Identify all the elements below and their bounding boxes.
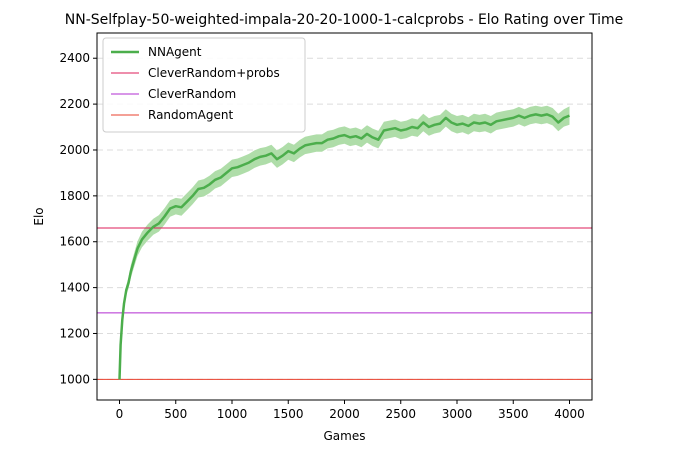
legend-label: CleverRandom xyxy=(148,87,236,101)
y-tick-label: 1600 xyxy=(59,235,90,249)
y-tick-label: 1400 xyxy=(59,281,90,295)
y-tick-label: 2400 xyxy=(59,51,90,65)
x-tick-label: 3500 xyxy=(498,407,529,421)
x-tick-label: 4000 xyxy=(554,407,585,421)
y-axis-label: Elo xyxy=(32,207,46,225)
y-tick-label: 1200 xyxy=(59,326,90,340)
x-tick-label: 3000 xyxy=(442,407,473,421)
x-tick-label: 2000 xyxy=(329,407,360,421)
y-axis-ticks: 1000 1200 1400 1600 1800 2000 2200 2400 xyxy=(59,51,97,386)
x-tick-label: 2500 xyxy=(385,407,416,421)
legend: NNAgent CleverRandom+probs CleverRandom Ran… xyxy=(102,37,306,133)
nnagent-line-group xyxy=(118,113,570,380)
legend-label: RandomAgent xyxy=(148,108,233,122)
x-axis-label: Games xyxy=(324,429,366,443)
x-axis-ticks: 0 500 1000 1500 2000 2500 3000 3500 4000 xyxy=(116,400,585,421)
x-tick-label: 0 xyxy=(116,407,124,421)
y-tick-label: 1000 xyxy=(59,372,90,386)
legend-box xyxy=(102,37,306,133)
y-tick-label: 2000 xyxy=(59,143,90,157)
chart-title: NN-Selfplay-50-weighted-impala-20-20-100… xyxy=(65,12,623,28)
legend-label: CleverRandom+probs xyxy=(148,66,280,80)
x-tick-label: 1500 xyxy=(273,407,304,421)
confidence-band xyxy=(119,105,570,380)
y-tick-label: 2200 xyxy=(59,97,90,111)
x-tick-label: 1000 xyxy=(217,407,248,421)
nnagent-band xyxy=(119,105,570,380)
x-tick-label: 500 xyxy=(164,407,187,421)
legend-label: NNAgent xyxy=(148,45,202,59)
nnagent-line xyxy=(118,113,570,380)
y-tick-label: 1800 xyxy=(59,189,90,203)
baseline-lines xyxy=(97,227,592,380)
